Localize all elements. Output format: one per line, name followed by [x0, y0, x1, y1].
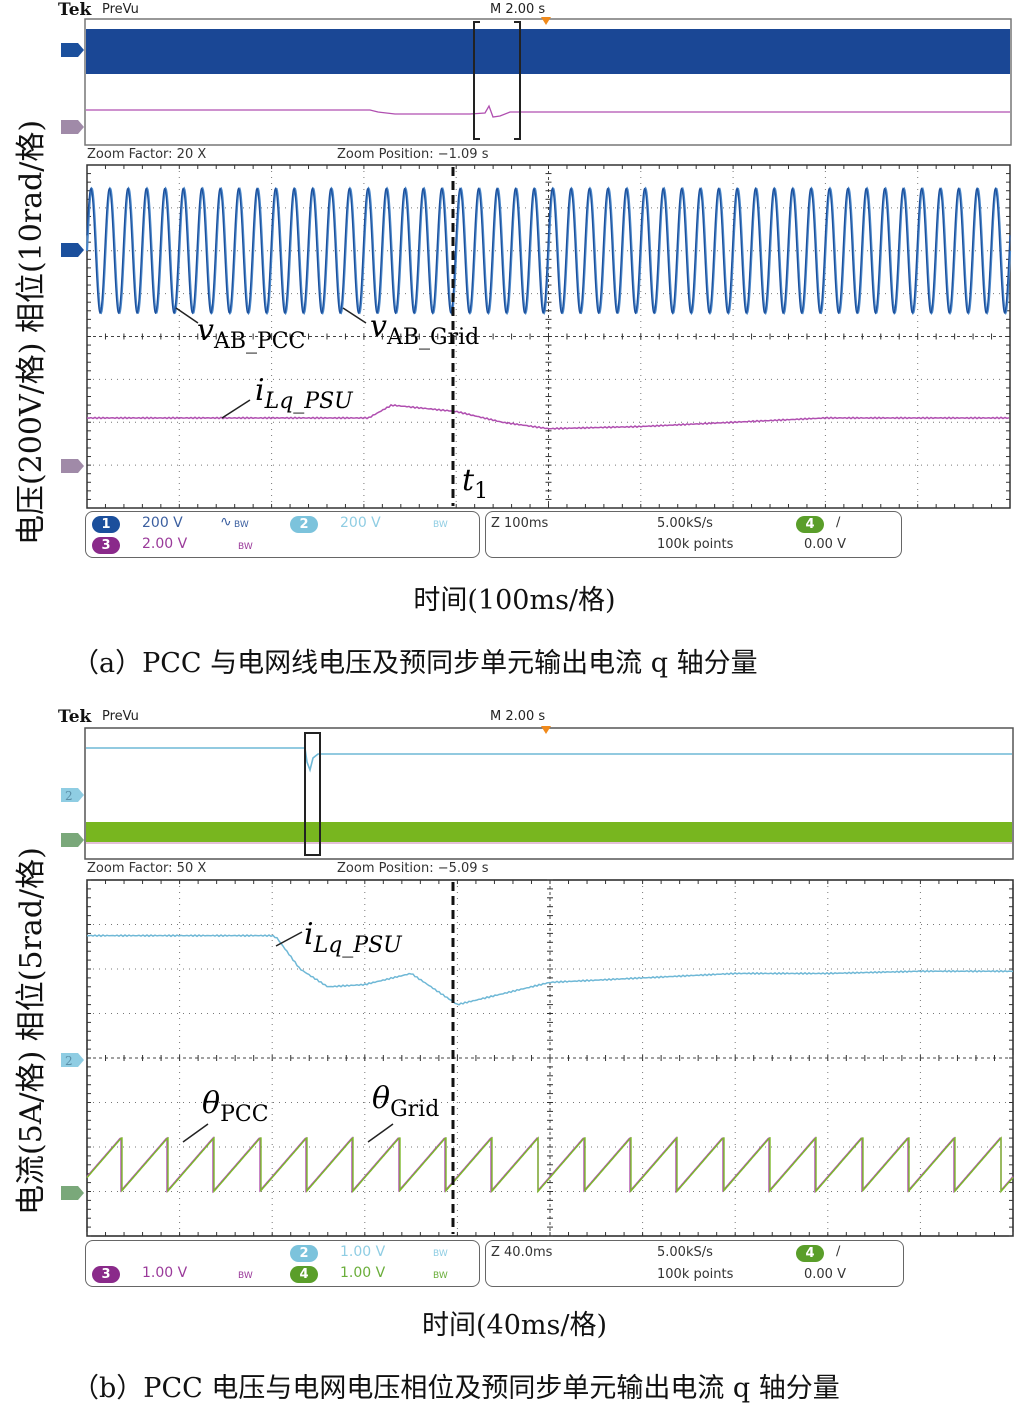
- channel-status-box-b[interactable]: 2 1.00 V BW 3 1.00 V BW 4 1.00 V BW: [85, 1240, 480, 1287]
- leader-theta-grid: [367, 1123, 394, 1143]
- trigger-source-badge-a[interactable]: 4: [796, 516, 824, 533]
- leader-theta-pcc: [182, 1123, 209, 1143]
- label-v-grid: vAB_Grid: [370, 309, 479, 350]
- trigger-source-badge-b[interactable]: 4: [796, 1245, 824, 1262]
- label-i-lq-a: iLq_PSU: [255, 373, 354, 414]
- ch2-bw-limit: BW: [433, 520, 448, 530]
- label-theta-pcc: θPCC: [202, 1086, 269, 1127]
- record-length-a: 100k points: [657, 537, 734, 552]
- trigger-marker-icon: [541, 726, 551, 734]
- zoom-position-a: Zoom Position: −1.09 s: [337, 147, 489, 162]
- ch3-marker-main: [61, 459, 84, 473]
- horizontal-status-box-a[interactable]: Z 100ms 5.00kS/s 100k points 4 ∕ 0.00 V: [485, 511, 902, 558]
- ylabel-a: 电压(200V/格) 相位(10rad/格): [14, 119, 49, 545]
- ch3-scale: 1.00 V: [142, 1265, 188, 1281]
- traces-b: [86, 934, 1014, 1194]
- ch3-badge[interactable]: 3: [92, 537, 120, 554]
- sample-rate-b: 5.00kS/s: [657, 1245, 713, 1260]
- ch2-bw-limit: BW: [433, 1249, 448, 1259]
- ch2-marker-main: 2: [61, 1053, 84, 1068]
- record-length-b: 100k points: [657, 1267, 734, 1282]
- caption-b: （b）PCC 电压与电网电压相位及预同步单元输出电流 q 轴分量: [72, 1373, 840, 1404]
- ylabel-b: 电流(5A/格) 相位(5rad/格): [14, 847, 49, 1215]
- horizontal-status-box-b[interactable]: Z 40.0ms 5.00kS/s 100k points 4 ∕ 0.00 V: [485, 1240, 904, 1287]
- channel-status-box-a[interactable]: 1 200 V ∿ BW 2 200 V BW 3 2.00 V BW: [85, 511, 480, 558]
- trigger-level-a: 0.00 V: [804, 537, 846, 552]
- ch2-scale: 200 V: [340, 515, 381, 531]
- ch3-bw-limit: BW: [238, 542, 253, 552]
- ch4-marker-main: [61, 1186, 84, 1200]
- ch1-bw-limit: BW: [234, 520, 249, 530]
- mode-label: PreVu: [102, 2, 139, 17]
- leader-vpcc: [175, 307, 199, 324]
- label-i-lq-b: iLq_PSU: [304, 917, 403, 958]
- zoom-timebase-b: Z 40.0ms: [491, 1245, 553, 1260]
- ch3-marker-overview: [61, 120, 84, 134]
- brand-label: Tek: [58, 0, 92, 20]
- ch2-marker-overview: 2: [61, 788, 84, 803]
- ch4-scale: 1.00 V: [340, 1265, 386, 1281]
- zoom-position-b: Zoom Position: −5.09 s: [337, 861, 489, 876]
- label-t1: t1: [462, 463, 488, 504]
- scope-b-svg: 2 2 iLq_PSU θPCC θGrid: [61, 726, 1014, 1237]
- ac-coupling-icon: ∿: [220, 514, 232, 530]
- ch1-marker-overview: [61, 43, 84, 57]
- overview-ch3-trace: [86, 104, 1010, 118]
- mode-label: PreVu: [102, 709, 139, 724]
- ch3-badge[interactable]: 3: [92, 1266, 120, 1283]
- trigger-marker-icon: [541, 17, 551, 25]
- ch1-scale: 200 V: [142, 515, 183, 531]
- trigger-slope-icon: ∕: [836, 1244, 841, 1259]
- ch1-badge[interactable]: 1: [92, 516, 120, 533]
- ch2-badge[interactable]: 2: [290, 1245, 318, 1262]
- label-theta-grid: θGrid: [372, 1081, 439, 1122]
- scope-a-svg: vAB_PCC vAB_Grid iLq_PSU t1: [61, 17, 1012, 509]
- ch3-bw-limit: BW: [238, 1271, 253, 1281]
- xlabel-b: 时间(40ms/格): [422, 1310, 607, 1341]
- brand-label: Tek: [58, 707, 92, 727]
- ch4-badge[interactable]: 4: [290, 1266, 318, 1283]
- timebase-label: M 2.00 s: [490, 2, 546, 17]
- trigger-slope-icon: ∕: [836, 515, 841, 530]
- label-v-pcc: vAB_PCC: [197, 313, 305, 354]
- sample-rate-a: 5.00kS/s: [657, 516, 713, 531]
- zoom-window-box[interactable]: [304, 732, 321, 856]
- overview-ch4-band: [86, 822, 1012, 842]
- zoom-factor-b: Zoom Factor: 50 X: [87, 861, 207, 876]
- zoom-timebase-a: Z 100ms: [491, 516, 549, 531]
- leader-ilq: [221, 399, 251, 419]
- leader-ilq-b: [275, 931, 303, 947]
- caption-a: （a）PCC 与电网线电压及预同步单元输出电流 q 轴分量: [72, 648, 758, 679]
- leader-vgrid: [342, 307, 367, 324]
- timebase-label: M 2.00 s: [490, 709, 546, 724]
- ch4-marker-overview: [61, 833, 84, 847]
- ch2-scale: 1.00 V: [340, 1244, 386, 1260]
- svg-text:2: 2: [65, 789, 73, 803]
- zoom-factor-a: Zoom Factor: 20 X: [87, 147, 207, 162]
- ch1-marker-main: [61, 243, 84, 257]
- ch2-badge[interactable]: 2: [290, 516, 318, 533]
- traces-a: [85, 186, 1012, 430]
- xlabel-a: 时间(100ms/格): [413, 585, 616, 616]
- ch4-bw-limit: BW: [433, 1271, 448, 1281]
- ch3-scale: 2.00 V: [142, 536, 188, 552]
- grid-b: [86, 879, 1014, 1237]
- svg-text:2: 2: [65, 1054, 73, 1068]
- zoom-window-bracket[interactable]: [473, 21, 521, 140]
- overview-ch1-band: [86, 29, 1010, 74]
- trigger-level-b: 0.00 V: [804, 1267, 846, 1282]
